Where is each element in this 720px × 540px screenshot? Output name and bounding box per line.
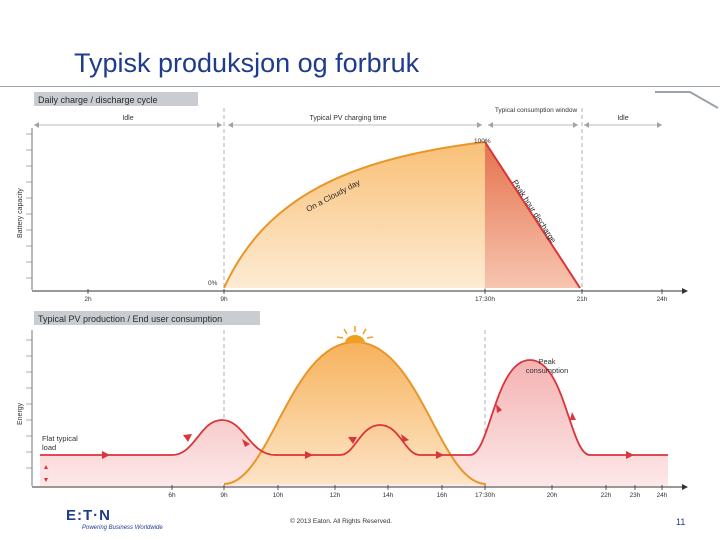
logo-tagline: Powering Business Worldwide: [82, 525, 163, 531]
x-tick-label: 9h: [220, 296, 228, 303]
x-tick-label: 22h: [601, 492, 612, 499]
x-tick-label: 12h: [330, 492, 341, 499]
consumption-arrows: [102, 404, 634, 459]
bottom-x-ticks: 6h 9h 10h 12h 14h 16h 17:30h 20h 22h 23h 24h: [168, 485, 668, 499]
bottom-chart-header-bg: [34, 311, 260, 325]
bottom-y-label: Energy: [17, 402, 24, 425]
footer-copyright: © 2013 Eaton. All Rights Reserved.: [290, 518, 392, 525]
x-tick-label: 23h: [630, 492, 641, 499]
bottom-y-ticks: [26, 339, 32, 469]
phase-consumption: Typical consumption window: [495, 107, 578, 114]
pv-production-area: [224, 342, 486, 484]
x-tick-label: 14h: [383, 492, 394, 499]
phase-idle-right: Idle: [617, 115, 628, 122]
page-number: 11: [676, 517, 686, 527]
small-markers: [44, 465, 48, 482]
x-tick-label: 2h: [84, 296, 92, 303]
x-tick-label: 20h: [547, 492, 558, 499]
x-tick-label: 24h: [657, 492, 668, 499]
x-tick-label: 9h: [220, 492, 228, 499]
label-100: 100%: [474, 138, 491, 145]
top-chart-header-bg: [34, 92, 198, 106]
flat-load-label-2: load: [42, 443, 56, 452]
x-tick-label: 21h: [577, 296, 588, 303]
title-divider: [0, 86, 720, 87]
x-tick-label: 24h: [657, 296, 668, 303]
top-y-label: Battery capacity: [17, 188, 24, 238]
bottom-chart-header: Typical PV production / End user consump…: [38, 314, 222, 324]
phase-idle-left: Idle: [122, 115, 133, 122]
label-0: 0%: [208, 280, 218, 287]
flat-load-label-1: Flat typical: [42, 434, 78, 443]
x-tick-label: 17:30h: [475, 492, 495, 499]
consumption-area: [40, 360, 668, 486]
top-y-ticks: [26, 133, 32, 279]
top-x-ticks: 2h 9h 17:30h 21h 24h: [84, 289, 668, 303]
bottom-x-arrow: [682, 484, 688, 490]
phase-charging: Typical PV charging time: [309, 115, 386, 122]
sun-icon: [336, 326, 374, 343]
x-tick-label: 10h: [273, 492, 284, 499]
decorative-corner-line: [655, 91, 719, 109]
peak-consumption-label-2: consumption: [526, 366, 569, 375]
discharge-line: [484, 141, 581, 289]
x-tick-label: 6h: [168, 492, 176, 499]
consumption-line: [40, 359, 668, 456]
top-x-arrow: [682, 288, 688, 294]
eaton-logo: E:T·N: [66, 507, 111, 524]
charge-curve: [223, 141, 486, 289]
top-chart-header: Daily charge / discharge cycle: [38, 95, 158, 105]
x-tick-label: 16h: [437, 492, 448, 499]
charge-area: [224, 142, 485, 288]
phase-arrowheads: [34, 122, 662, 128]
peak-consumption-label-1: Peak: [538, 357, 555, 366]
slide-title: Typisk produksjon og forbruk: [74, 48, 420, 78]
x-tick-label: 17:30h: [475, 296, 495, 303]
